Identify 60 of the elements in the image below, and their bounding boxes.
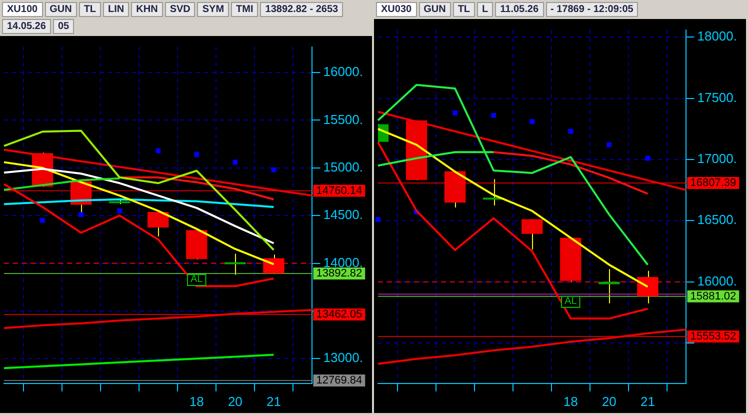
- text: - 17869 - 12:09:05: [546, 2, 638, 17]
- text: 13892.82 - 2653: [260, 2, 344, 17]
- x-tick-label: 18: [563, 394, 578, 409]
- text: TL: [78, 2, 102, 17]
- point: [271, 167, 276, 172]
- x-tick-label: 20: [228, 394, 242, 409]
- ref-line-label: 13892.82: [316, 268, 362, 280]
- point: [78, 212, 84, 218]
- annotation: AL: [190, 274, 204, 286]
- ref-line-label: 14760.14: [316, 184, 362, 197]
- text: GUN: [44, 2, 77, 17]
- y-tick-label: 18000.: [697, 28, 738, 44]
- point: [117, 208, 122, 214]
- ref-line-label: 16807.39: [690, 177, 736, 190]
- candlestick: [598, 268, 620, 304]
- point: [156, 148, 161, 154]
- text: SYM: [197, 2, 230, 17]
- text: 14.05.26: [2, 19, 51, 34]
- point: [232, 160, 238, 165]
- ref-line-label: 13462.05: [316, 308, 362, 321]
- point: [376, 216, 380, 222]
- point: [194, 152, 200, 158]
- y-tick-label: 17500.: [697, 90, 738, 105]
- text: KHN: [131, 2, 163, 17]
- y-tick-label: 14000.: [323, 254, 364, 270]
- text: 05: [52, 19, 74, 34]
- chart-title: XU100: [2, 2, 43, 17]
- y-tick-label: 15000.: [323, 159, 364, 174]
- y-tick-label: 16000.: [697, 273, 738, 288]
- point: [452, 110, 458, 116]
- point: [491, 112, 496, 118]
- point: [568, 128, 574, 134]
- y-tick-label: 17000.: [697, 151, 738, 166]
- y-tick-label: 15500.: [323, 112, 364, 127]
- text: TMI: [231, 2, 258, 17]
- point: [606, 142, 612, 148]
- text: GUN: [418, 2, 451, 17]
- y-tick-label: 13000.: [323, 350, 364, 366]
- text: TL: [452, 2, 476, 17]
- text: 11.05.26: [495, 2, 544, 17]
- candlestick: [522, 218, 543, 250]
- y-tick-label: 16500.: [697, 212, 738, 228]
- chart-title: XU030: [376, 2, 417, 17]
- x-tick-label: 18: [189, 394, 204, 409]
- text: SVD: [164, 2, 196, 17]
- x-tick-label: 20: [602, 394, 616, 409]
- point: [645, 156, 650, 161]
- x-tick-label: 21: [640, 394, 655, 409]
- text: LIN: [103, 2, 130, 17]
- ref-line-label: 12769.84: [316, 374, 362, 387]
- point: [40, 218, 46, 223]
- y-tick-label: 14500.: [323, 207, 364, 222]
- ref-line-label: 15881.02: [690, 290, 736, 302]
- text: L: [477, 2, 494, 17]
- y-tick-label: 16000.: [323, 64, 364, 80]
- candlestick: [148, 211, 169, 238]
- ref-line-label: 15553.52: [690, 330, 736, 343]
- annotation: AL: [564, 296, 578, 308]
- point: [530, 119, 535, 124]
- x-tick-label: 21: [266, 394, 281, 409]
